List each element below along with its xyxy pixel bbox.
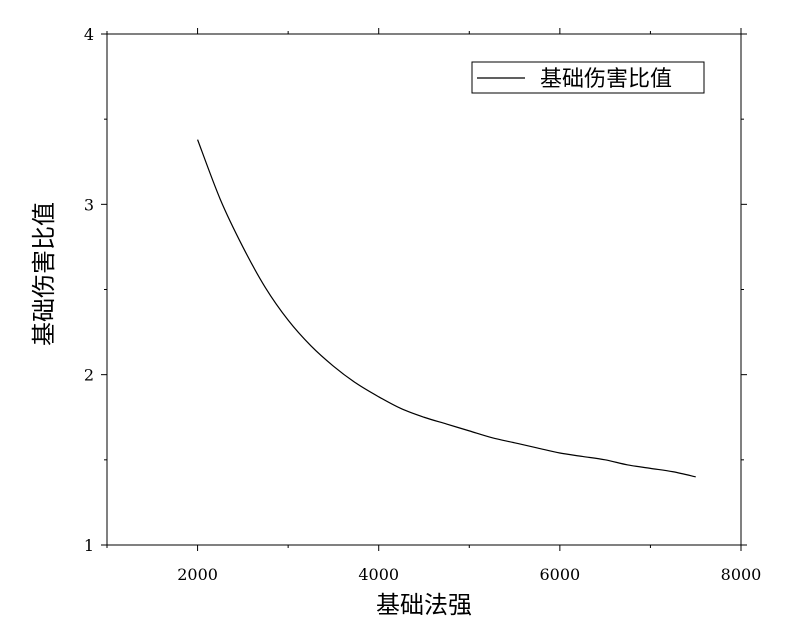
y-tick-label: 1 [84, 536, 94, 555]
x-tick-label: 6000 [539, 565, 580, 584]
x-tick-label: 8000 [721, 565, 762, 584]
y-tick-label: 3 [84, 195, 94, 214]
legend: 基础伤害比值 [471, 61, 705, 94]
tick-labels: 2000 4000 6000 8000 1 2 3 4 [84, 25, 762, 584]
plot-frame [106, 33, 742, 546]
y-axis-title: 基础伤害比值 [30, 202, 58, 346]
x-axis-title: 基础法强 [376, 591, 472, 619]
x-tick-label: 4000 [358, 565, 399, 584]
legend-label: 基础伤害比值 [540, 67, 672, 92]
ticks [101, 28, 747, 551]
x-tick-label: 2000 [177, 565, 218, 584]
y-tick-label: 4 [84, 25, 94, 44]
y-tick-label: 2 [84, 366, 94, 385]
series-line-0 [197, 139, 696, 478]
